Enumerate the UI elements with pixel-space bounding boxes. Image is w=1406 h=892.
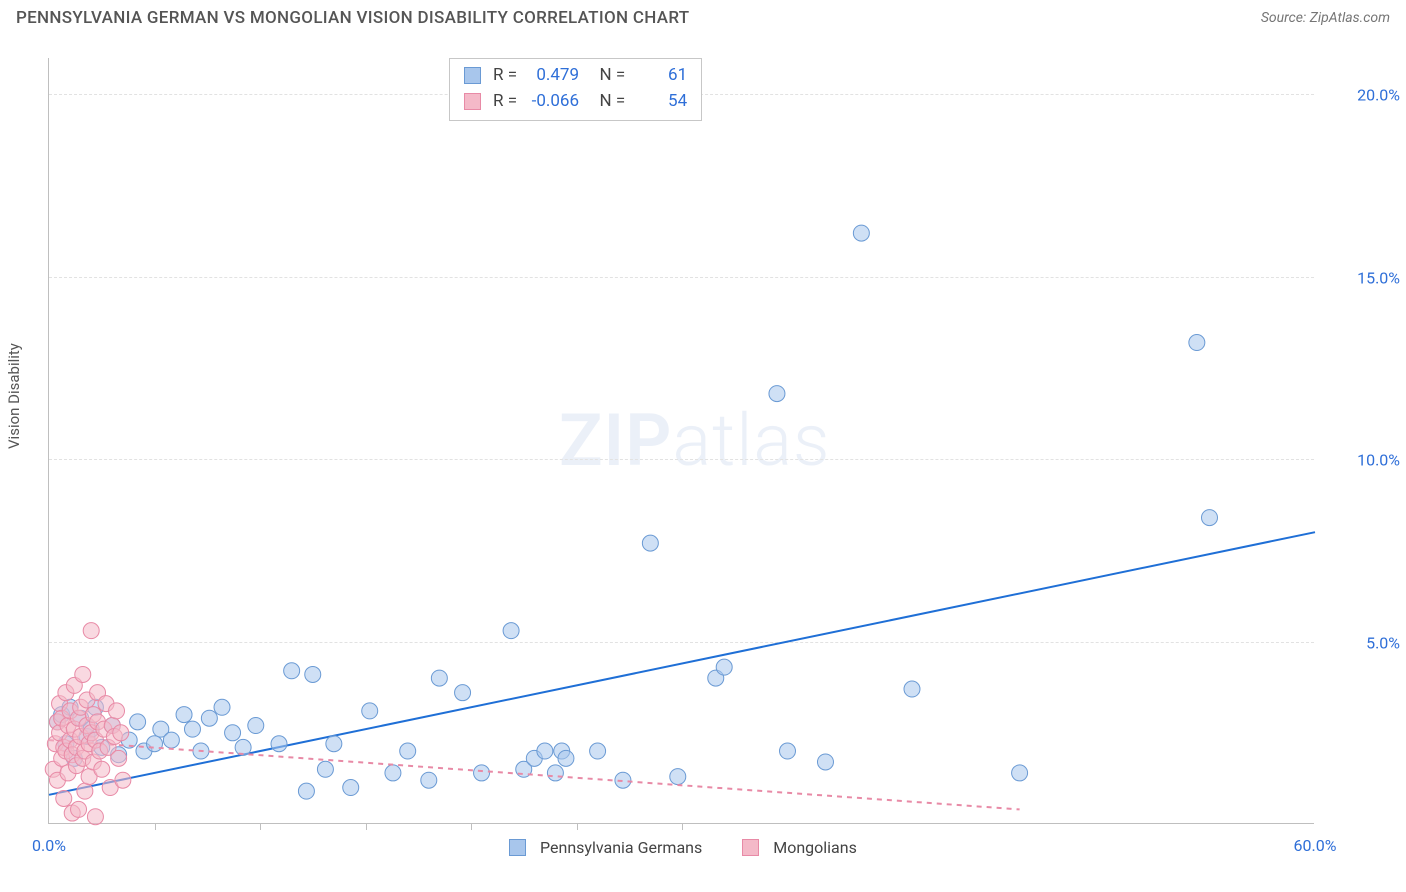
legend-item-0: Pennsylvania Germans [509,838,702,857]
stats-row-series-1: R = -0.066 N = 54 [464,89,687,115]
data-point [558,750,574,766]
stats-row-series-0: R = 0.479 N = 61 [464,63,687,89]
xtick-label: 60.0% [1294,836,1337,855]
data-point [1189,335,1205,351]
data-point [94,761,110,777]
plot-svg [49,58,1314,823]
legend-item-1: Mongolians [742,838,857,857]
stats-legend-box: R = 0.479 N = 61 R = -0.066 N = 54 [449,58,702,121]
data-point [225,725,241,741]
data-point [184,721,200,737]
data-point [615,772,631,788]
chart-header: PENNSYLVANIA GERMAN VS MONGOLIAN VISION … [0,0,1406,32]
data-point [716,659,732,675]
y-axis-label: Vision Disability [5,343,23,449]
data-point [75,666,91,682]
legend-label-0: Pennsylvania Germans [540,838,702,857]
data-point [176,707,192,723]
xtick [260,823,261,830]
xtick [682,823,683,830]
data-point [87,809,103,825]
data-point [115,772,131,788]
source-prefix: Source: [1261,10,1310,26]
data-point [317,761,333,777]
data-point [769,386,785,402]
stats-r-value-0: 0.479 [523,63,579,89]
data-point [248,718,264,734]
data-point [326,736,342,752]
data-point [77,783,93,799]
data-point [113,725,129,741]
swatch-series-0 [464,67,481,84]
data-point [343,780,359,796]
stats-r-label: R = [493,63,517,89]
xtick-label: 0.0% [32,836,66,855]
data-point [271,736,287,752]
data-point [670,769,686,785]
data-point [431,670,447,686]
data-point [400,743,416,759]
legend-swatch-0 [509,839,526,856]
data-point [537,743,553,759]
data-point [1202,510,1218,526]
data-point [455,685,471,701]
data-point [305,666,321,682]
data-point [298,783,314,799]
ytick-label: 10.0% [1324,451,1400,470]
data-point [109,703,125,719]
ytick-label: 20.0% [1324,86,1400,105]
data-point [817,754,833,770]
data-point [214,699,230,715]
chart-source: Source: ZipAtlas.com [1261,10,1390,26]
xtick [366,823,367,830]
data-point [780,743,796,759]
stats-n-value-1: 54 [631,89,687,115]
data-point [147,736,163,752]
swatch-series-1 [464,93,481,110]
chart-container: Vision Disability ZIPatlas 5.0%10.0%15.0… [0,40,1406,850]
data-point [83,623,99,639]
data-point [163,732,179,748]
chart-title: PENNSYLVANIA GERMAN VS MONGOLIAN VISION … [16,8,689,28]
stats-r-value-1: -0.066 [523,89,579,115]
xtick [155,823,156,830]
data-point [111,750,127,766]
trend-line-0 [49,532,1315,795]
legend-label-1: Mongolians [773,838,857,857]
source-name: ZipAtlas.com [1310,10,1390,26]
data-point [284,663,300,679]
legend-swatch-1 [742,839,759,856]
plot-area: ZIPatlas 5.0%10.0%15.0%20.0% 0.0%60.0% R… [48,58,1314,824]
data-point [853,225,869,241]
data-point [201,710,217,726]
stats-r-label: R = [493,89,517,115]
data-point [130,714,146,730]
data-point [474,765,490,781]
xtick [577,823,578,830]
stats-n-label: N = [599,63,625,89]
data-point [590,743,606,759]
data-point [503,623,519,639]
data-point [1012,765,1028,781]
data-point [547,765,563,781]
data-point [71,801,87,817]
ytick-label: 5.0% [1324,633,1400,652]
data-point [362,703,378,719]
legend-bottom: Pennsylvania Germans Mongolians [509,838,857,857]
data-point [385,765,401,781]
data-point [642,535,658,551]
data-point [56,790,72,806]
data-point [421,772,437,788]
data-point [904,681,920,697]
xtick [471,823,472,830]
ytick-label: 15.0% [1324,268,1400,287]
stats-n-value-0: 61 [631,63,687,89]
stats-n-label: N = [599,89,625,115]
